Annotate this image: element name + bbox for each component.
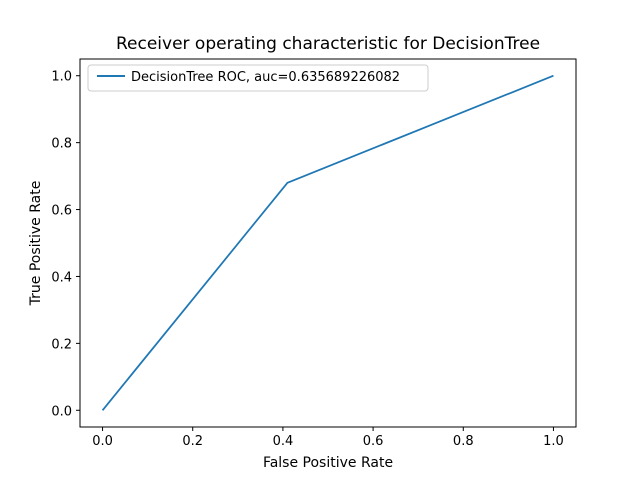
x-tick-label: 0.2	[182, 434, 203, 449]
y-tick-label: 0.8	[51, 137, 72, 152]
y-tick-label: 1.0	[51, 70, 72, 85]
x-tick-label: 1.0	[543, 434, 564, 449]
x-tick-label: 0.8	[453, 434, 474, 449]
y-tick-label: 0.4	[51, 270, 72, 285]
y-axis-label: True Positive Rate	[28, 181, 44, 307]
x-tick-label: 0.6	[363, 434, 384, 449]
x-tick-label: 0.4	[273, 434, 294, 449]
y-tick-label: 0.0	[51, 404, 72, 419]
x-axis-label: False Positive Rate	[263, 455, 393, 471]
x-axis-ticks: 0.0 0.2 0.4 0.6 0.8 1.0	[92, 427, 564, 449]
y-tick-label: 0.6	[51, 204, 72, 219]
roc-curve-line	[101, 74, 554, 411]
x-tick-label: 0.0	[92, 434, 113, 449]
plot-frame	[79, 58, 577, 428]
legend-entry-label: DecisionTree ROC, auc=0.635689226082	[131, 70, 400, 85]
y-axis-ticks: 0.0 0.2 0.4 0.6 0.8 1.0	[51, 70, 80, 419]
chart-title: Receiver operating characteristic for De…	[116, 34, 540, 54]
series-layer	[101, 74, 554, 411]
plot-area	[79, 58, 577, 428]
legend-box	[87, 64, 429, 92]
legend: DecisionTree ROC, auc=0.635689226082	[87, 64, 429, 92]
y-tick-label: 0.2	[51, 337, 72, 352]
